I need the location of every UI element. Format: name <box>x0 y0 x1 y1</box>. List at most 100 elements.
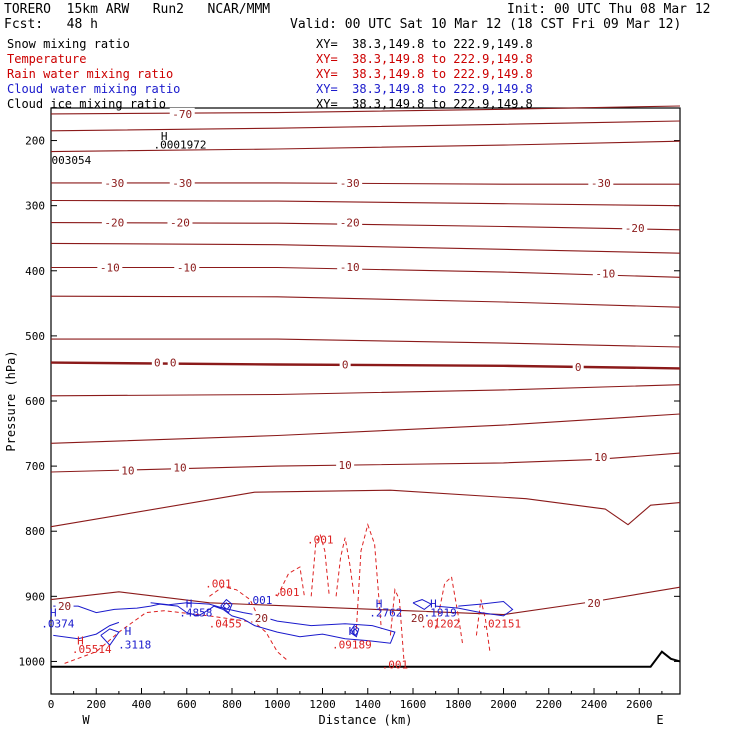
contour-label-bg <box>588 176 614 189</box>
rain-contour <box>355 522 382 629</box>
extrema-label: H <box>161 130 168 143</box>
cloud-contour <box>222 602 231 611</box>
x-tick-label: 0 <box>48 698 55 711</box>
contour-label: -20 <box>104 217 124 230</box>
x-tick-label: 2000 <box>490 698 517 711</box>
contour-label-bg <box>169 107 195 120</box>
temperature-contour <box>50 105 681 115</box>
field-range-snow: XY= 38.3,149.8 to 222.9,149.8 <box>316 37 533 51</box>
extrema-label: .4858 <box>179 607 212 620</box>
x-tick-label: 1200 <box>309 698 336 711</box>
extrema-label: .3118 <box>118 639 151 652</box>
contour-label: -70 <box>172 108 192 121</box>
contour-label-bg <box>592 267 618 280</box>
x-axis-title: Distance (km) <box>319 713 413 727</box>
contour-label: -10 <box>177 262 197 275</box>
y-tick-label: 600 <box>25 395 45 408</box>
temperature-contour <box>50 120 681 132</box>
x-tick-label: 1000 <box>264 698 291 711</box>
extrema-label: .09189 <box>332 639 372 652</box>
temperature-contour <box>50 242 681 254</box>
valid-time: Valid: 00 UTC Sat 10 Mar 12 (18 CST Fri … <box>290 17 682 32</box>
contour-label-bg <box>167 216 193 229</box>
contour-label-bg <box>118 464 137 477</box>
rain-contour <box>64 610 289 664</box>
field-name-snow: Snow mixing ratio <box>7 37 130 51</box>
extrema-label: .02151 <box>481 618 521 631</box>
contour-label-bg <box>591 450 610 463</box>
rain-contour <box>276 566 305 597</box>
y-tick-label: 500 <box>25 330 45 343</box>
x-tick-label: 800 <box>222 698 242 711</box>
contour-label: -10 <box>340 261 360 274</box>
extrema-label: H <box>349 625 356 638</box>
contour-label: 10 <box>121 465 134 478</box>
extrema-label: .001 <box>246 594 273 607</box>
contour-label: 20 <box>411 612 424 625</box>
contour-label: 0 <box>575 361 582 374</box>
extrema-label: H <box>186 597 193 610</box>
rain-contour <box>475 599 491 652</box>
extrema-label: H <box>50 607 57 620</box>
contour-label-bg <box>622 221 648 234</box>
y-tick-label: 200 <box>25 135 45 148</box>
contour-label-bg <box>169 176 195 189</box>
cloud-contour <box>53 602 396 644</box>
contour-label-bg <box>337 216 363 229</box>
contour-label-bg <box>252 611 271 624</box>
rain-contour <box>209 586 260 620</box>
extrema-label: .1919 <box>424 607 457 620</box>
cloud-contour <box>349 624 360 638</box>
contour-label-bg <box>572 361 584 374</box>
contour-label-bg <box>339 358 351 371</box>
x-tick-label: 600 <box>177 698 197 711</box>
x-tick-label: 2600 <box>626 698 653 711</box>
forecast-hour: Fcst: 48 h <box>4 17 98 32</box>
temperature-contour <box>51 182 680 185</box>
contour-label: 0 <box>154 357 161 370</box>
contour-label: 0 <box>342 359 349 372</box>
contour-label-bg <box>101 176 127 189</box>
field-name-temperature: Temperature <box>7 52 87 66</box>
east-label: E <box>656 713 663 727</box>
y-tick-label: 800 <box>25 525 45 538</box>
contour-label: 20 <box>58 600 71 613</box>
contour-label: -30 <box>104 177 124 190</box>
extrema-label: .0001972 <box>153 138 206 151</box>
cloud-contour <box>351 628 359 637</box>
temperature-contour <box>50 384 681 397</box>
y-tick-label: 900 <box>25 590 45 603</box>
contour-label: -20 <box>340 217 360 230</box>
extrema-label: H <box>376 597 383 610</box>
extrema-label: 003054 <box>51 154 91 167</box>
contour-label: 0 <box>170 357 177 370</box>
extrema-label: H <box>430 597 437 610</box>
rain-contour <box>435 575 464 646</box>
x-tick-label: 2400 <box>581 698 608 711</box>
temperature-contour <box>50 452 681 473</box>
contour-label-bg <box>151 356 163 369</box>
extrema-label: .001 <box>382 659 409 672</box>
cloud-contour <box>220 598 233 614</box>
extrema-label: H <box>125 625 132 638</box>
contour-label: 10 <box>594 451 607 464</box>
temperature-contour <box>50 489 681 528</box>
field-range-cloud-water: XY= 38.3,149.8 to 222.9,149.8 <box>316 82 533 96</box>
contour-label: 20 <box>255 612 268 625</box>
contour-label: -20 <box>625 222 645 235</box>
x-tick-label: 1600 <box>400 698 427 711</box>
contour-label-bg <box>337 260 363 273</box>
contour-label-bg <box>174 261 200 274</box>
temperature-contour <box>50 586 681 616</box>
contour-label: -30 <box>340 177 360 190</box>
temperature-contour <box>50 361 681 370</box>
cloud-contour <box>53 621 120 640</box>
extrema-label: .001 <box>307 534 334 547</box>
contour-label-bg <box>336 458 355 471</box>
cloud-contour <box>435 600 514 617</box>
cloud-contour <box>412 599 433 611</box>
x-tick-label: 1400 <box>355 698 382 711</box>
model-title: TORERO 15km ARW Run2 NCAR/MMM <box>4 2 271 17</box>
x-tick-label: 2200 <box>536 698 563 711</box>
